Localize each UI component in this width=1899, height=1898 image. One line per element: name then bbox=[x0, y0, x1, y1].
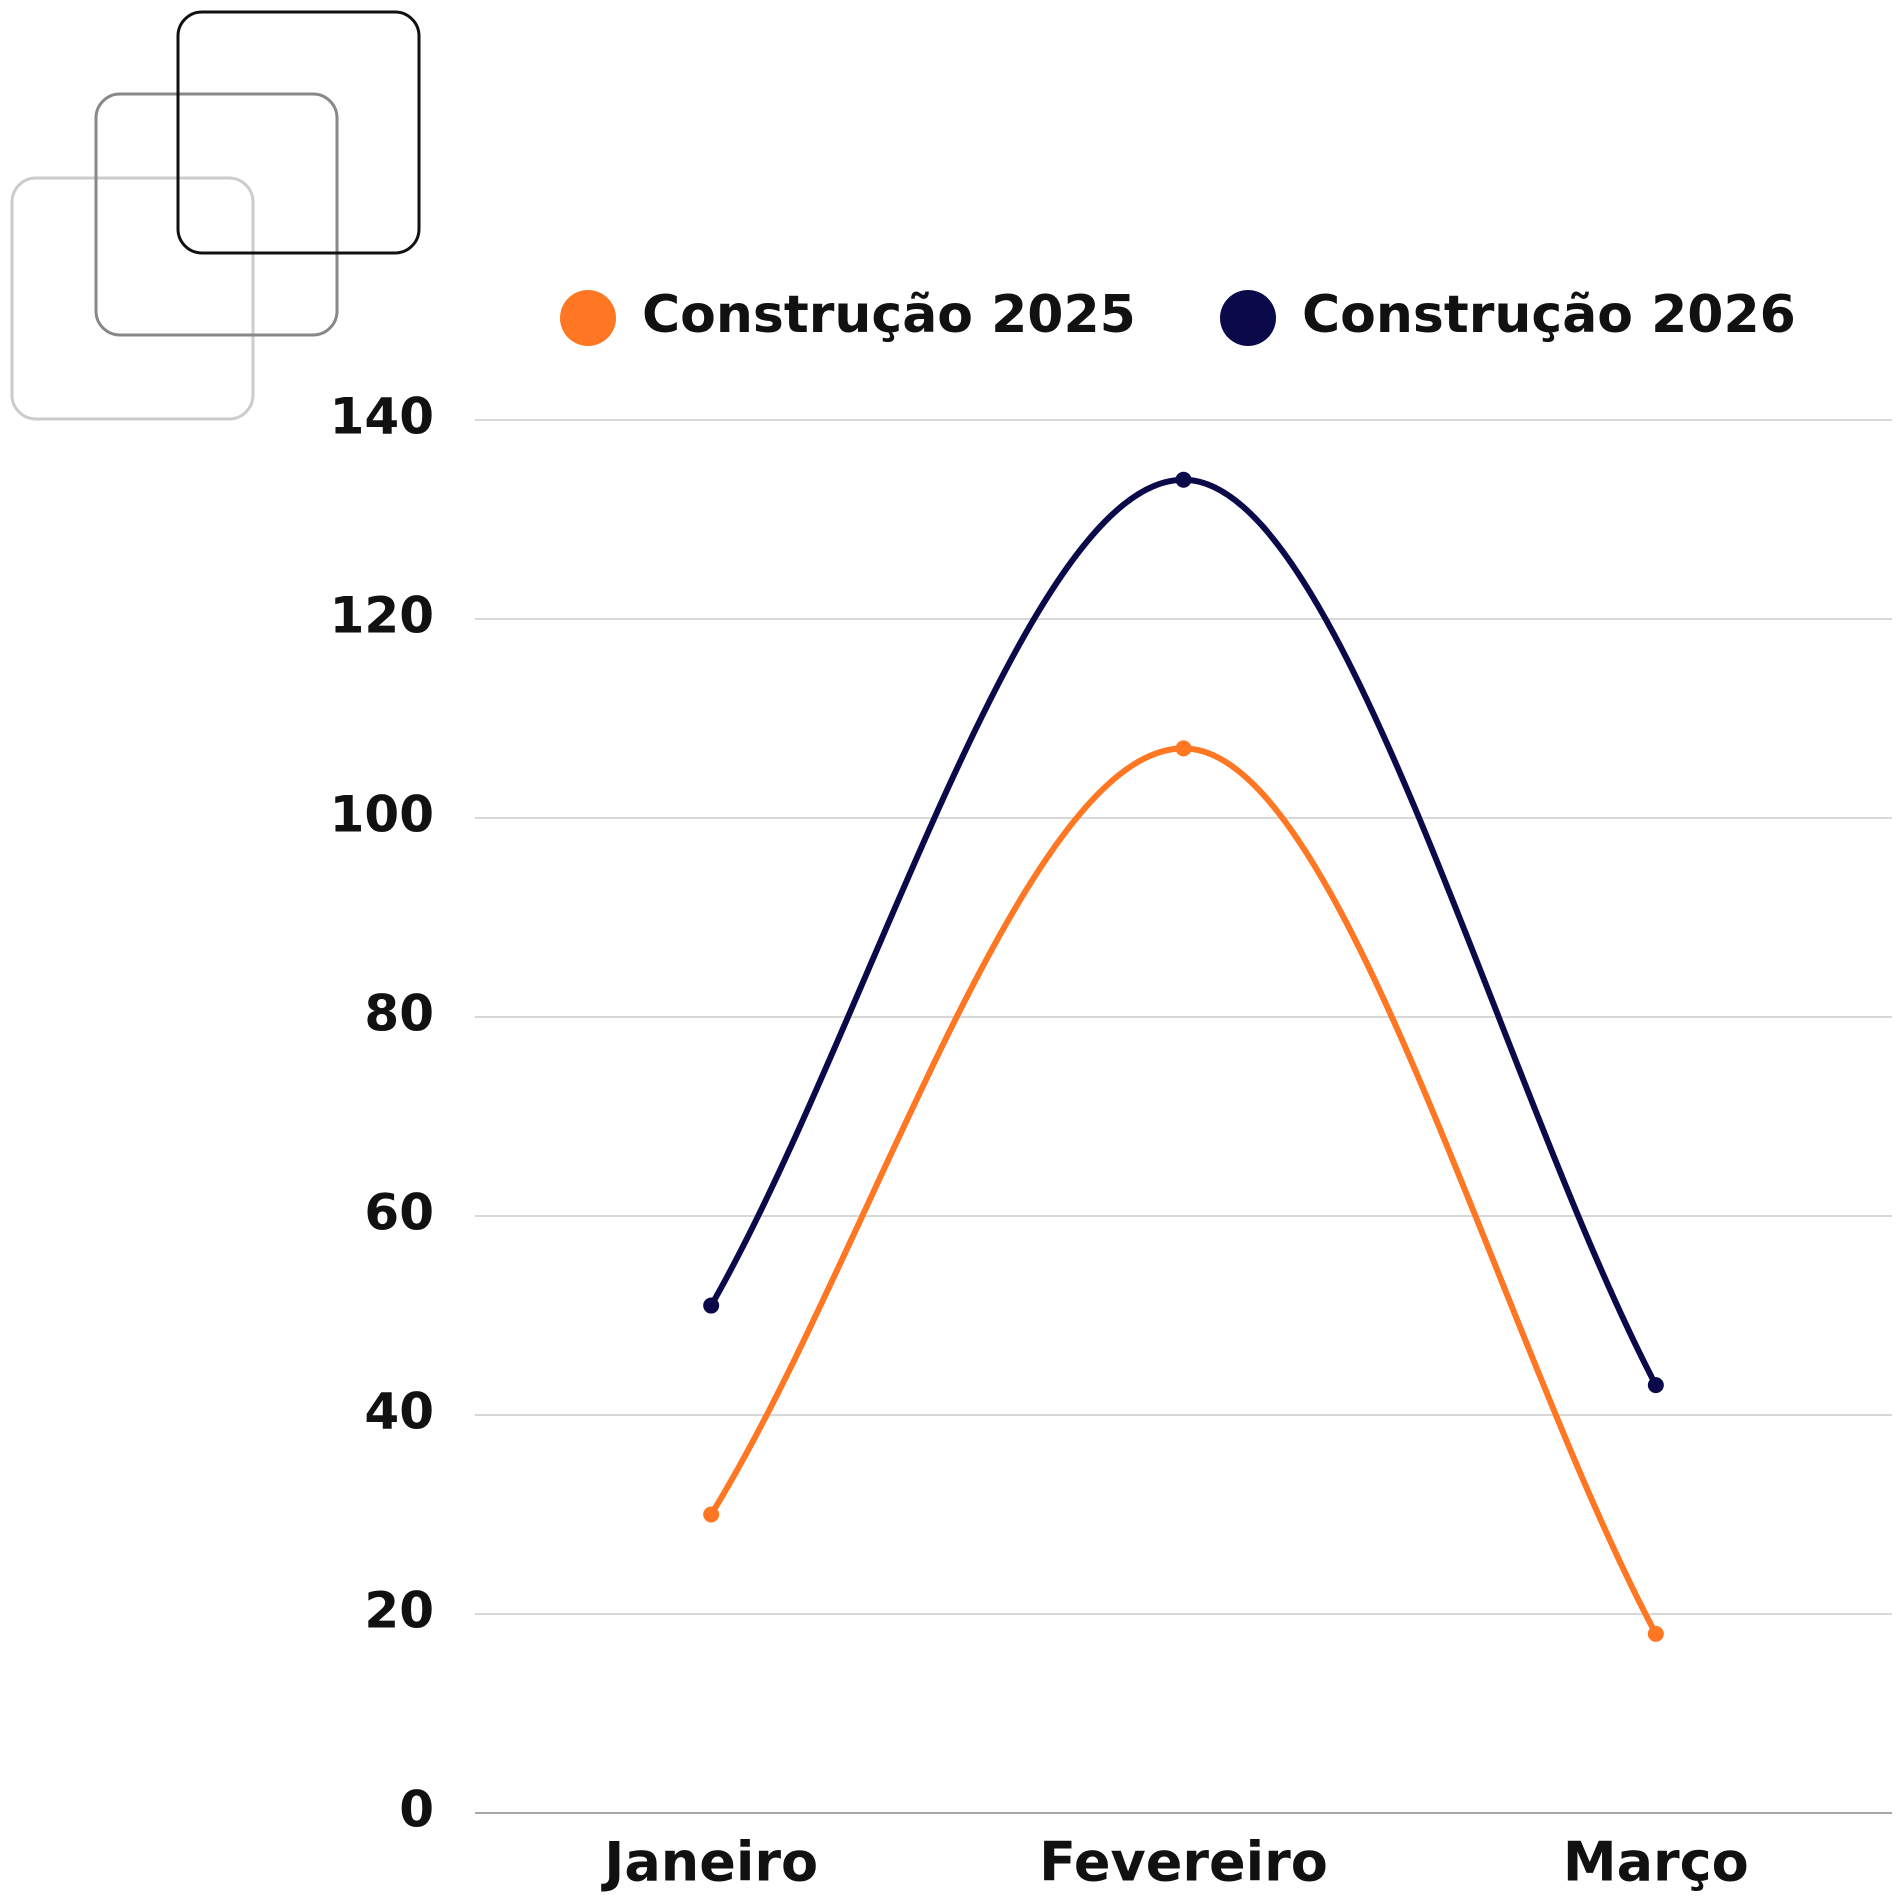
y-tick-label: 100 bbox=[330, 786, 434, 844]
decor-square bbox=[10, 176, 255, 421]
data-point bbox=[1175, 740, 1192, 757]
y-tick-label: 20 bbox=[364, 1582, 434, 1640]
decor-square bbox=[176, 10, 421, 255]
y-tick-label: 40 bbox=[364, 1383, 434, 1441]
y-tick-label: 60 bbox=[364, 1184, 434, 1242]
y-tick-label: 120 bbox=[330, 587, 434, 645]
y-tick-label: 0 bbox=[399, 1781, 434, 1839]
series-line bbox=[708, 745, 1659, 1636]
decor-square bbox=[94, 92, 339, 337]
data-point bbox=[1647, 1377, 1664, 1394]
legend-swatch bbox=[560, 290, 616, 346]
legend-label: Construção 2026 bbox=[1302, 285, 1796, 345]
data-point bbox=[1647, 1625, 1664, 1642]
data-point bbox=[703, 1297, 720, 1314]
legend-swatch bbox=[1220, 290, 1276, 346]
data-point bbox=[1175, 471, 1192, 488]
x-tick-label: Fevereiro bbox=[1039, 1831, 1328, 1894]
y-tick-label: 140 bbox=[330, 388, 434, 446]
y-tick-label: 80 bbox=[364, 985, 434, 1043]
series-line bbox=[708, 476, 1659, 1387]
x-tick-label: Janeiro bbox=[600, 1831, 818, 1894]
legend-label: Construção 2025 bbox=[642, 285, 1136, 345]
x-tick-label: Março bbox=[1563, 1831, 1749, 1894]
data-point bbox=[703, 1506, 720, 1523]
